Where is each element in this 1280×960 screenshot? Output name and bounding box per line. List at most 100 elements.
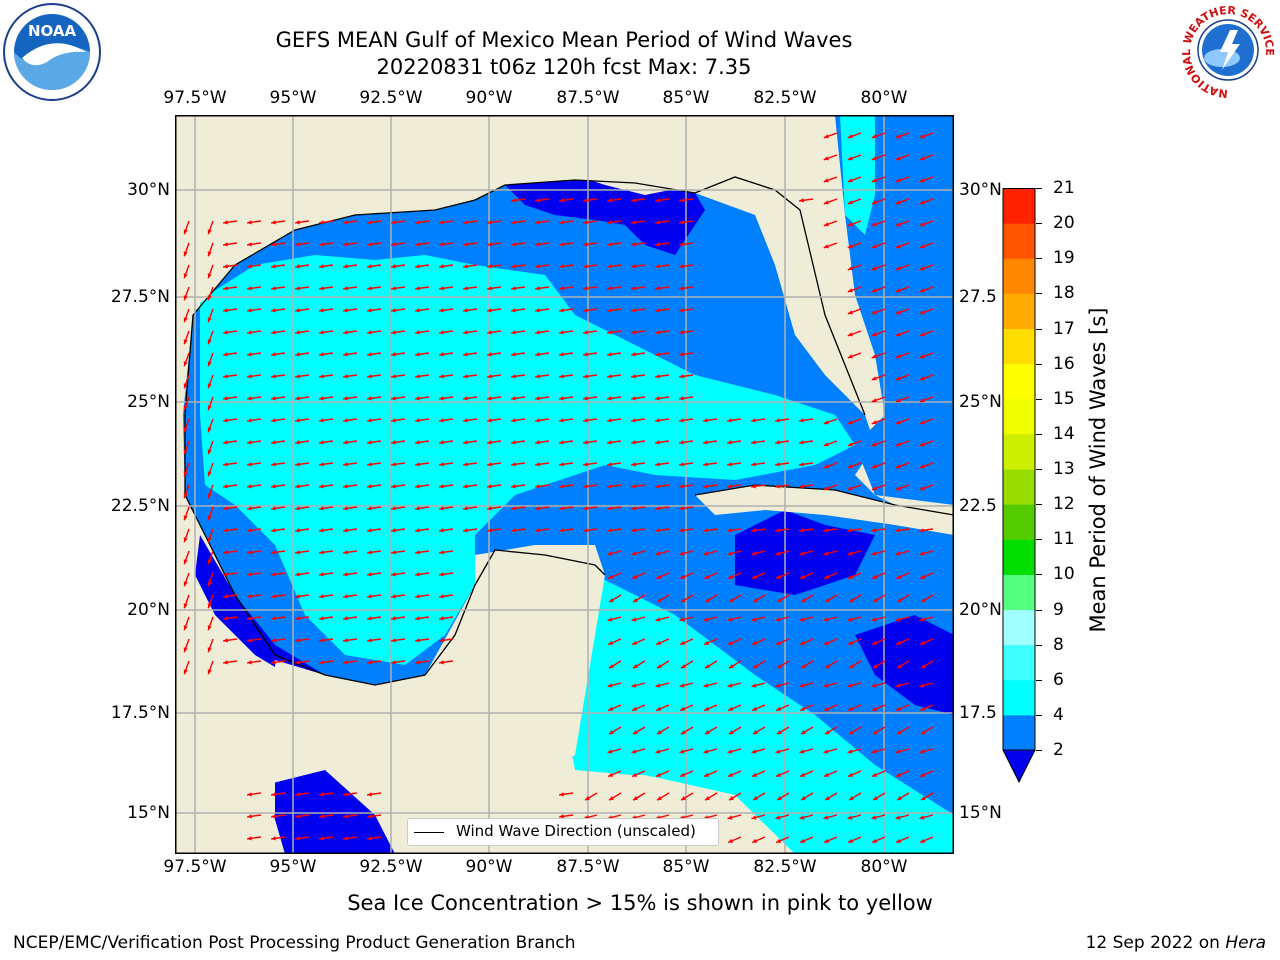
wave-direction-arrowhead <box>271 792 276 797</box>
wave-direction-arrowhead <box>728 838 734 843</box>
machine-name: Hera <box>1225 933 1266 953</box>
wave-direction-arrowhead <box>825 598 830 603</box>
wave-direction-arrowhead <box>847 442 853 447</box>
wave-direction-arrowhead <box>343 462 348 467</box>
wave-direction-arrowhead <box>847 178 853 183</box>
wave-direction-arrowhead <box>703 462 708 467</box>
wave-direction-arrowhead <box>487 528 492 533</box>
wave-direction-arrowhead <box>367 638 372 643</box>
wave-direction-arrowhead <box>704 706 710 711</box>
wind-wave-arrows <box>183 132 934 844</box>
wave-direction-arrowhead <box>487 330 492 335</box>
wave-direction-arrowhead <box>247 528 252 533</box>
wave-direction-arrowhead <box>775 815 781 820</box>
wave-direction-arrowhead <box>873 796 878 801</box>
wave-direction-arrowhead <box>223 462 228 467</box>
wave-direction-arrowhead <box>463 264 468 269</box>
wave-direction-arrowhead <box>207 449 212 455</box>
lat-tick-right: 15°N <box>959 803 1002 823</box>
wave-direction-arrowhead <box>871 354 877 359</box>
wave-direction-arrowhead <box>919 354 925 359</box>
wave-direction-arrowhead <box>823 617 829 622</box>
wave-direction-arrowhead <box>872 574 878 579</box>
wave-direction-arrowhead <box>848 640 854 645</box>
wave-direction-arrowhead <box>319 528 324 533</box>
wave-direction-arrowhead <box>727 683 733 688</box>
wave-direction-arrowhead <box>391 330 396 335</box>
wave-direction-arrowhead <box>873 664 878 669</box>
wave-direction-arrowhead <box>655 418 660 423</box>
wave-direction-arrowhead <box>295 594 300 599</box>
credit-text: NCEP/EMC/Verification Post Processing Pr… <box>13 933 576 953</box>
wave-direction-arrowhead <box>319 660 324 665</box>
wave-direction-arrowhead <box>655 308 660 313</box>
wave-direction-arrowhead <box>511 264 516 269</box>
wave-direction-arrowhead <box>751 551 757 556</box>
wave-direction-arrowhead <box>439 330 444 335</box>
wave-direction-arrowhead <box>751 462 756 467</box>
wave-direction-arrowhead <box>751 683 757 688</box>
wave-direction-arrowhead <box>183 471 188 477</box>
wave-direction-arrowhead <box>919 244 925 249</box>
wave-direction-arrowhead <box>559 396 564 401</box>
wave-direction-arrowhead <box>631 617 637 622</box>
wave-direction-arrowhead <box>271 440 276 445</box>
colorbar-tick-mark <box>1036 258 1042 260</box>
wave-direction-arrowhead <box>559 792 564 797</box>
wave-direction-arrowhead <box>801 664 806 669</box>
wave-direction-arrowhead <box>871 332 877 337</box>
wave-direction-arrowhead <box>775 418 780 423</box>
wave-direction-arrowhead <box>415 572 420 577</box>
wave-direction-arrowhead <box>535 330 540 335</box>
wave-direction-arrowhead <box>439 418 444 423</box>
wave-direction-arrowhead <box>631 374 636 379</box>
wave-direction-arrowhead <box>872 640 878 645</box>
wave-direction-arrowhead <box>487 220 492 225</box>
wave-direction-arrowhead <box>367 572 372 577</box>
lon-tick-top: 95°W <box>269 88 317 108</box>
wave-direction-arrowhead <box>439 396 444 401</box>
wave-direction-arrowhead <box>487 374 492 379</box>
wave-direction-arrowhead <box>751 440 756 445</box>
wave-direction-arrowhead <box>271 352 276 357</box>
wave-direction-arrowhead <box>848 574 854 579</box>
wave-direction-arrowhead <box>343 506 348 511</box>
wave-direction-arrowhead <box>487 440 492 445</box>
wave-direction-arrowhead <box>391 594 396 599</box>
wave-direction-arrowhead <box>415 286 420 291</box>
wave-direction-arrowhead <box>535 462 540 467</box>
wave-direction-arrowhead <box>207 471 212 477</box>
wave-direction-arrowhead <box>319 374 324 379</box>
wave-direction-arrowhead <box>871 134 877 139</box>
lat-tick-left: 27.5°N <box>110 287 170 307</box>
wave-direction-arrowhead <box>207 515 212 521</box>
wave-direction-arrowhead <box>680 706 686 711</box>
wave-direction-arrowhead <box>415 462 420 467</box>
wave-direction-arrowhead <box>631 220 636 225</box>
wave-direction-arrowhead <box>271 418 276 423</box>
colorbar-tick-label: 17 <box>1053 318 1075 339</box>
wave-direction-arrowhead <box>776 838 782 843</box>
wave-direction-arrowhead <box>415 220 420 225</box>
wave-direction-arrowhead <box>367 418 372 423</box>
wave-direction-arrowhead <box>895 376 901 381</box>
wave-direction-arrowhead <box>703 683 709 688</box>
wave-direction-arrowhead <box>727 528 732 533</box>
wave-direction-arrowhead <box>703 749 709 754</box>
wave-direction-arrowhead <box>800 640 806 645</box>
wave-direction-arrowhead <box>559 506 564 511</box>
wave-direction-arrowhead <box>608 640 614 645</box>
wave-direction-arrowhead <box>896 640 902 645</box>
wave-direction-arrowhead <box>207 647 212 653</box>
wave-direction-arrowhead <box>559 352 564 357</box>
wave-direction-arrowhead <box>751 484 756 489</box>
wave-direction-arrowhead <box>439 594 444 599</box>
map-frame <box>175 115 954 854</box>
wave-direction-arrowhead <box>559 814 564 819</box>
wave-direction-arrowhead <box>439 638 444 643</box>
wave-direction-arrowhead <box>847 200 853 205</box>
wave-direction-arrowhead <box>607 198 612 203</box>
wave-direction-arrowhead <box>607 286 612 291</box>
wave-direction-arrowhead <box>247 616 252 621</box>
wave-direction-arrowhead <box>223 242 228 247</box>
